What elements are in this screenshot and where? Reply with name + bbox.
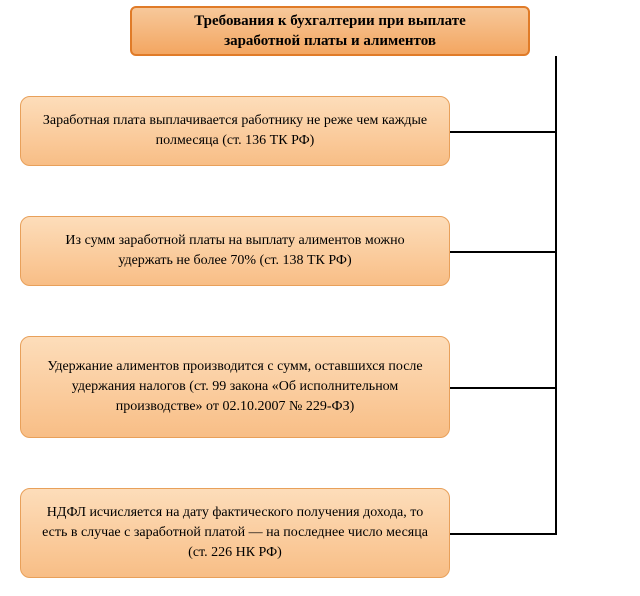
connector-branch-1 bbox=[450, 251, 557, 253]
item-text-2: Удержание алиментов производится с сумм,… bbox=[37, 357, 433, 418]
header-text: Требования к бухгалтерии при выплате зар… bbox=[194, 11, 466, 52]
connector-branch-2 bbox=[450, 387, 557, 389]
connector-trunk bbox=[555, 56, 557, 535]
header-line2: заработной платы и алиментов bbox=[224, 33, 436, 49]
connector-branch-0 bbox=[450, 131, 557, 133]
connector-branch-3 bbox=[450, 533, 557, 535]
item-text-0: Заработная плата выплачивается работнику… bbox=[37, 111, 433, 152]
header-line1: Требования к бухгалтерии при выплате bbox=[194, 13, 466, 29]
item-text-3: НДФЛ исчисляется на дату фактического по… bbox=[37, 503, 433, 564]
item-text-1: Из сумм заработной платы на выплату алим… bbox=[37, 231, 433, 272]
item-box-0: Заработная плата выплачивается работнику… bbox=[20, 96, 450, 166]
header-box: Требования к бухгалтерии при выплате зар… bbox=[130, 6, 530, 56]
item-box-2: Удержание алиментов производится с сумм,… bbox=[20, 336, 450, 438]
diagram-canvas: Требования к бухгалтерии при выплате зар… bbox=[0, 0, 640, 596]
item-box-1: Из сумм заработной платы на выплату алим… bbox=[20, 216, 450, 286]
item-box-3: НДФЛ исчисляется на дату фактического по… bbox=[20, 488, 450, 578]
